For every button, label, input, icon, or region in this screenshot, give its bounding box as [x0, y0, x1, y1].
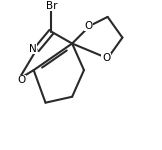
Text: Br: Br — [46, 1, 57, 11]
Text: O: O — [102, 53, 110, 63]
Text: O: O — [17, 75, 26, 86]
Text: O: O — [84, 21, 93, 31]
Text: N: N — [29, 44, 37, 54]
